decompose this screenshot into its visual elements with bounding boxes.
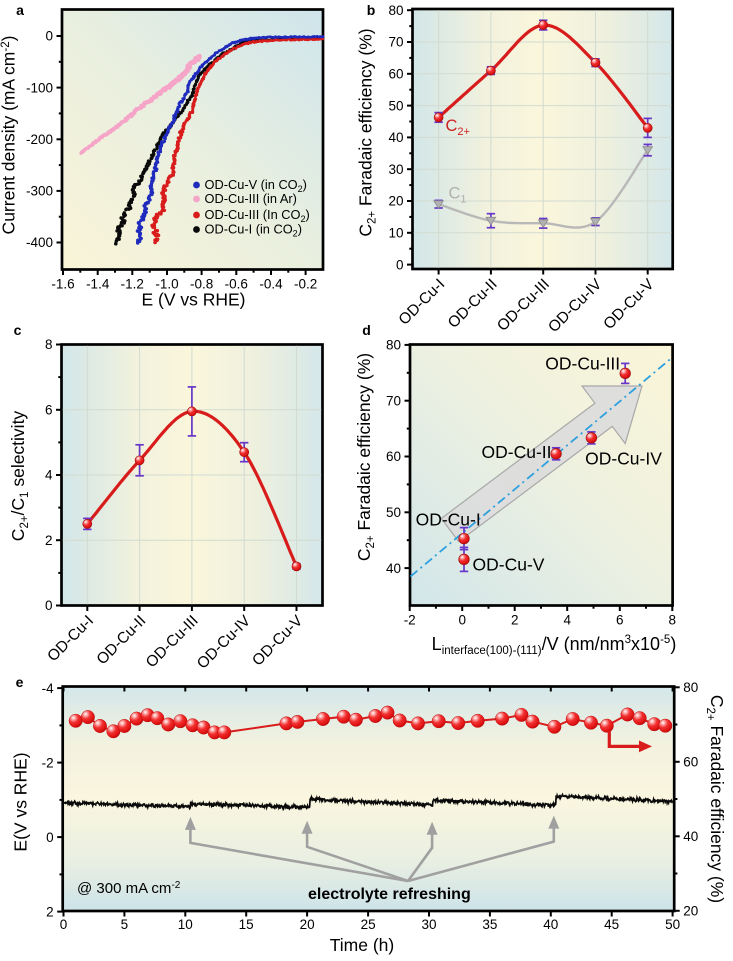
svg-text:40: 40 (388, 130, 403, 145)
svg-text:-0.8: -0.8 (190, 277, 213, 292)
svg-text:70: 70 (386, 393, 401, 408)
svg-text:30: 30 (388, 162, 403, 177)
svg-text:a: a (16, 2, 24, 18)
svg-text:20: 20 (300, 917, 315, 932)
svg-text:8: 8 (45, 337, 53, 352)
svg-text:Time (h): Time (h) (330, 935, 395, 955)
svg-text:OD-Cu-V: OD-Cu-V (600, 275, 658, 333)
svg-text:0: 0 (46, 830, 54, 845)
svg-text:2: 2 (511, 613, 519, 628)
svg-text:C2+ Faradaic efficiency (%): C2+ Faradaic efficiency (%) (354, 353, 377, 561)
svg-text:6: 6 (45, 402, 53, 417)
svg-text:OD-Cu-III: OD-Cu-III (143, 612, 202, 671)
svg-text:Linterface(100)-(111)/V (nm/nm: Linterface(100)-(111)/V (nm/nm3x10-5) (432, 634, 677, 657)
svg-text:40: 40 (683, 829, 698, 844)
svg-text:60: 60 (683, 755, 698, 770)
svg-text:4: 4 (563, 613, 571, 628)
svg-text:-1.0: -1.0 (155, 277, 178, 292)
svg-text:-2: -2 (42, 755, 54, 770)
svg-text:70: 70 (388, 35, 403, 50)
svg-text:40: 40 (543, 917, 558, 932)
svg-text:2: 2 (45, 533, 53, 548)
svg-text:OD-Cu-III (In CO2): OD-Cu-III (In CO2) (205, 207, 310, 224)
svg-text:OD-Cu-IV: OD-Cu-IV (545, 275, 606, 336)
svg-text:-2: -2 (404, 613, 416, 628)
svg-text:E(V vs RHE): E(V vs RHE) (11, 752, 31, 851)
svg-text:-1.2: -1.2 (121, 277, 144, 292)
svg-text:-400: -400 (26, 235, 53, 250)
svg-text:OD-Cu-I: OD-Cu-I (396, 276, 449, 329)
svg-text:b: b (367, 2, 376, 18)
svg-text:4: 4 (45, 468, 53, 483)
svg-text:-4: -4 (42, 681, 54, 696)
svg-text:C2+ Faradaic efficiency (%): C2+ Faradaic efficiency (%) (704, 695, 727, 903)
svg-text:0: 0 (60, 917, 68, 932)
svg-text:25: 25 (361, 917, 376, 932)
svg-text:50: 50 (665, 917, 680, 932)
svg-text:35: 35 (482, 917, 497, 932)
svg-text:10: 10 (388, 226, 403, 241)
svg-text:-300: -300 (26, 184, 53, 199)
svg-text:8: 8 (669, 613, 677, 628)
svg-text:Current density (mA cm-2): Current density (mA cm-2) (0, 36, 19, 235)
svg-text:OD-Cu-IV: OD-Cu-IV (585, 448, 662, 468)
svg-text:-0.4: -0.4 (259, 277, 283, 292)
svg-text:electrolyte refreshing: electrolyte refreshing (308, 886, 471, 903)
svg-text:OD-Cu-I: OD-Cu-I (416, 509, 481, 529)
svg-text:OD-Cu-II: OD-Cu-II (445, 276, 501, 332)
svg-text:e: e (16, 674, 24, 690)
svg-text:80: 80 (683, 680, 698, 695)
svg-text:30: 30 (421, 917, 436, 932)
svg-text:OD-Cu-V: OD-Cu-V (473, 555, 545, 575)
svg-text:45: 45 (604, 917, 619, 932)
svg-text:40: 40 (386, 561, 401, 576)
svg-text:0: 0 (396, 257, 404, 272)
svg-text:c: c (14, 322, 22, 338)
svg-text:6: 6 (616, 613, 624, 628)
svg-text:50: 50 (388, 98, 403, 113)
svg-text:C2+ Faradaic efficiency (%): C2+ Faradaic efficiency (%) (356, 28, 379, 236)
svg-text:OD-Cu-V (in CO2): OD-Cu-V (in CO2) (205, 177, 307, 194)
svg-text:OD-Cu-III (in Ar): OD-Cu-III (in Ar) (205, 191, 297, 206)
svg-text:15: 15 (239, 917, 254, 932)
svg-text:OD-Cu-V: OD-Cu-V (249, 612, 307, 670)
svg-text:5: 5 (121, 917, 129, 932)
svg-text:-0.6: -0.6 (225, 277, 248, 292)
svg-text:OD-Cu-II: OD-Cu-II (482, 442, 552, 462)
svg-text:OD-Cu-IV: OD-Cu-IV (194, 612, 255, 673)
svg-text:20: 20 (683, 904, 698, 919)
svg-text:-0.2: -0.2 (294, 277, 317, 292)
svg-text:0: 0 (458, 613, 466, 628)
svg-text:80: 80 (386, 338, 401, 353)
svg-text:@ 300 mA cm-2: @ 300 mA cm-2 (77, 880, 181, 897)
svg-text:d: d (362, 322, 371, 338)
svg-text:OD-Cu-III: OD-Cu-III (494, 276, 553, 335)
svg-text:OD-Cu-I: OD-Cu-I (44, 612, 97, 665)
svg-text:OD-Cu-III: OD-Cu-III (545, 354, 620, 374)
svg-text:-100: -100 (26, 80, 53, 95)
svg-text:60: 60 (386, 449, 401, 464)
svg-text:80: 80 (388, 3, 403, 18)
svg-text:2: 2 (46, 904, 54, 919)
svg-text:50: 50 (386, 505, 401, 520)
svg-text:20: 20 (388, 194, 403, 209)
svg-text:10: 10 (178, 917, 193, 932)
svg-text:0: 0 (45, 29, 53, 44)
svg-text:-200: -200 (26, 132, 53, 147)
svg-text:0: 0 (45, 598, 53, 613)
svg-text:-1.4: -1.4 (86, 277, 110, 292)
svg-text:E (V vs RHE): E (V vs RHE) (141, 290, 245, 310)
svg-text:C2+/C1 selectivity: C2+/C1 selectivity (8, 411, 31, 542)
svg-text:-1.6: -1.6 (51, 277, 74, 292)
svg-text:OD-Cu-I (in CO2): OD-Cu-I (in CO2) (205, 222, 302, 239)
svg-text:OD-Cu-II: OD-Cu-II (94, 612, 150, 668)
svg-text:60: 60 (388, 67, 403, 82)
